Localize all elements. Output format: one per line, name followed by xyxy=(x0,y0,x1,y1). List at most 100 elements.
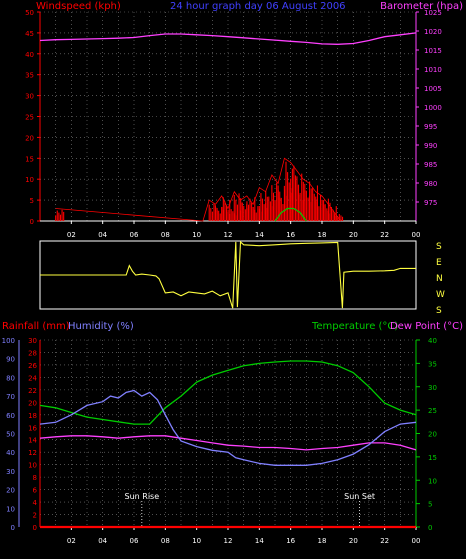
humidity-axis-label: Humidity (%) xyxy=(68,321,134,332)
top-x-tick-label: 04 xyxy=(98,231,107,239)
temperature-tick-label: 5 xyxy=(428,501,432,509)
rainfall-tick-label: 4 xyxy=(33,499,38,507)
windspeed-tick-label: 15 xyxy=(25,155,34,163)
temperature-tick-label: 40 xyxy=(428,337,437,345)
top-x-tick-label: 12 xyxy=(224,231,233,239)
windspeed-axis-label: Windspeed (kph) xyxy=(36,1,121,12)
dewpoint-axis-label: Dew Point (°C) xyxy=(390,321,463,332)
rainfall-tick-label: 16 xyxy=(28,424,37,432)
humidity-tick-label: 60 xyxy=(6,412,15,420)
rainfall-tick-label: 10 xyxy=(28,462,37,470)
temperature-tick-label: 10 xyxy=(428,477,437,485)
windspeed-tick-label: 30 xyxy=(25,93,34,101)
temperature-tick-label: 25 xyxy=(428,407,437,415)
barometer-tick-label: 1015 xyxy=(424,47,442,55)
bottom-x-tick-label: 22 xyxy=(380,537,389,545)
barometer-tick-label: 985 xyxy=(424,161,437,169)
barometer-tick-label: 1025 xyxy=(424,9,442,17)
direction-label-n: N xyxy=(436,274,443,284)
direction-label-s: S xyxy=(436,242,442,252)
direction-label-e: E xyxy=(436,258,442,268)
humidity-line xyxy=(39,389,417,466)
bottom-x-tick-label: 12 xyxy=(224,537,233,545)
windspeed-tick-label: 45 xyxy=(25,30,34,38)
rainfall-tick-label: 12 xyxy=(28,449,37,457)
rainfall-tick-label: 24 xyxy=(28,374,37,382)
sunrise-label: Sun Rise xyxy=(125,492,160,501)
humidity-tick-label: 10 xyxy=(6,505,15,513)
bottom-x-tick-label: 04 xyxy=(98,537,107,545)
temperature-tick-label: 0 xyxy=(428,524,432,532)
humidity-tick-label: 20 xyxy=(6,487,15,495)
humidity-tick-label: 0 xyxy=(11,524,15,532)
humidity-tick-label: 50 xyxy=(6,431,15,439)
windspeed-tick-label: 25 xyxy=(25,114,34,122)
wind-pressure-panel: 0510152025303540455097598098599099510001… xyxy=(25,9,442,239)
windspeed-tick-label: 10 xyxy=(25,176,34,184)
barometer-tick-label: 1005 xyxy=(424,85,442,93)
top-x-tick-label: 08 xyxy=(161,231,170,239)
rainfall-tick-label: 30 xyxy=(28,337,37,345)
temp-humidity-panel: 0246810121416182022242628300102030405060… xyxy=(2,337,437,545)
bottom-x-tick-label: 18 xyxy=(318,537,327,545)
top-x-tick-label: 18 xyxy=(318,231,327,239)
top-x-tick-label: 06 xyxy=(130,231,139,239)
humidity-tick-label: 40 xyxy=(6,449,15,457)
windspeed-tick-label: 35 xyxy=(25,72,34,80)
temperature-tick-label: 15 xyxy=(428,454,437,462)
bottom-x-tick-label: 08 xyxy=(161,537,170,545)
temperature-line xyxy=(39,360,417,425)
rainfall-tick-label: 0 xyxy=(33,524,37,532)
direction-label-s: S xyxy=(436,306,442,316)
bottom-x-tick-label: 14 xyxy=(255,537,264,545)
top-graph-title: 24 hour graph day 06 August 2006 xyxy=(170,1,346,12)
temperature-tick-label: 35 xyxy=(428,360,437,368)
dewpoint-line xyxy=(39,435,417,451)
temperature-tick-label: 30 xyxy=(428,384,437,392)
windspeed-tick-label: 0 xyxy=(30,218,34,226)
humidity-tick-label: 80 xyxy=(6,374,15,382)
top-x-tick-label: 02 xyxy=(67,231,76,239)
bottom-x-tick-label: 16 xyxy=(286,537,295,545)
temperature-tick-label: 20 xyxy=(428,431,437,439)
top-x-tick-label: 00 xyxy=(412,231,421,239)
rainfall-tick-label: 2 xyxy=(33,512,37,520)
barometer-line xyxy=(39,32,417,45)
barometer-tick-label: 1010 xyxy=(424,66,442,74)
rainfall-tick-label: 18 xyxy=(28,412,37,420)
bottom-x-tick-label: 20 xyxy=(349,537,358,545)
wind-speed-line xyxy=(55,157,342,222)
rainfall-tick-label: 6 xyxy=(33,487,38,495)
top-x-tick-label: 10 xyxy=(192,231,201,239)
barometer-tick-label: 1020 xyxy=(424,28,442,36)
barometer-tick-label: 975 xyxy=(424,199,437,207)
sunset-label: Sun Set xyxy=(344,492,375,501)
bottom-x-tick-label: 02 xyxy=(67,537,76,545)
rainfall-tick-label: 28 xyxy=(28,349,37,357)
bottom-x-tick-label: 00 xyxy=(412,537,421,545)
wind-gust-line xyxy=(274,207,307,222)
windspeed-tick-label: 40 xyxy=(25,51,34,59)
barometer-tick-label: 1000 xyxy=(424,104,442,112)
rainfall-tick-label: 26 xyxy=(28,362,37,370)
barometer-tick-label: 990 xyxy=(424,142,437,150)
bottom-x-tick-label: 06 xyxy=(130,537,139,545)
top-x-tick-label: 20 xyxy=(349,231,358,239)
top-x-tick-label: 22 xyxy=(380,231,389,239)
barometer-axis-label: Barometer (hpa) xyxy=(380,1,463,12)
top-x-tick-label: 16 xyxy=(286,231,295,239)
rainfall-tick-label: 20 xyxy=(28,399,37,407)
top-x-tick-label: 14 xyxy=(255,231,264,239)
humidity-tick-label: 100 xyxy=(2,337,15,345)
barometer-tick-label: 980 xyxy=(424,180,437,188)
rainfall-tick-label: 8 xyxy=(33,474,37,482)
bottom-x-tick-label: 10 xyxy=(192,537,201,545)
humidity-tick-label: 70 xyxy=(6,393,15,401)
windspeed-tick-label: 50 xyxy=(25,9,34,17)
direction-label-w: W xyxy=(436,290,445,300)
wind-direction-line xyxy=(40,240,416,309)
